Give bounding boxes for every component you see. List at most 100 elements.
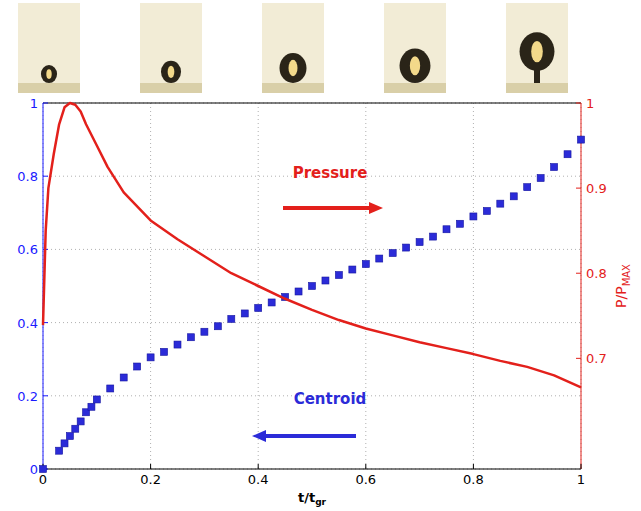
y2-axis-title: P/PMAX — [613, 264, 632, 308]
y-tick-label: 0 — [30, 462, 38, 477]
line — [43, 103, 581, 387]
x-tick — [150, 464, 151, 469]
y2-tick-label: 0.8 — [586, 266, 607, 281]
point — [551, 164, 558, 171]
point — [362, 261, 369, 268]
y-tick-label: 0.2 — [17, 389, 38, 404]
x-tick — [473, 464, 474, 469]
bubble-photo — [384, 3, 446, 93]
bubble-photo — [506, 3, 568, 93]
bubble — [280, 53, 307, 83]
series-label: Pressure — [293, 164, 368, 182]
x-tick-label: 0 — [39, 472, 47, 487]
point — [66, 433, 73, 440]
point — [228, 315, 235, 322]
photo-ground — [506, 83, 568, 93]
grid-line — [43, 469, 581, 470]
bubble-neck — [534, 69, 540, 83]
y2-tick-label: 0.7 — [586, 351, 607, 366]
point — [578, 136, 585, 143]
photo-ground — [262, 83, 324, 93]
point — [295, 288, 302, 295]
point — [214, 323, 221, 330]
point — [147, 354, 154, 361]
y2-axis-title-sub: MAX — [621, 264, 632, 286]
y-tick — [43, 395, 48, 396]
plot-area — [40, 103, 585, 473]
bubble-photo — [18, 3, 80, 93]
point — [335, 272, 342, 279]
point — [77, 418, 84, 425]
grid-line — [43, 322, 581, 323]
y2-tick-label: 0.9 — [586, 181, 607, 196]
point — [416, 239, 423, 246]
bubble — [41, 65, 57, 83]
photo-frame — [384, 3, 446, 93]
x-tick — [258, 464, 259, 469]
point — [470, 213, 477, 220]
point — [524, 184, 531, 191]
x-axis-title: t/tgr — [298, 490, 327, 507]
x-tick-label: 0.4 — [248, 472, 269, 487]
y-tick-label: 0.4 — [17, 316, 38, 331]
point — [349, 266, 356, 273]
bubble-highlight — [289, 60, 298, 77]
point — [537, 175, 544, 182]
point — [430, 233, 437, 240]
x-axis-title-sub: gr — [315, 497, 326, 507]
y-tick-label: 0.6 — [17, 242, 38, 257]
bubble-highlight — [168, 66, 175, 78]
x-tick-label: 1 — [577, 472, 585, 487]
point — [174, 341, 181, 348]
point — [134, 363, 141, 370]
photo-frame — [18, 3, 80, 93]
point — [376, 255, 383, 262]
y-tick-label: 1 — [30, 96, 38, 111]
grid-line — [43, 103, 581, 104]
point — [88, 403, 95, 410]
grid-line — [365, 103, 366, 469]
grid-line — [43, 249, 581, 250]
point — [510, 193, 517, 200]
y2-tick — [576, 273, 581, 274]
point — [456, 220, 463, 227]
point — [483, 207, 490, 214]
bubble-highlight — [410, 56, 420, 75]
bubble-photo — [262, 3, 324, 93]
bubble — [520, 32, 555, 71]
x-tick-label: 0.2 — [140, 472, 161, 487]
point — [56, 447, 63, 454]
point — [107, 385, 114, 392]
point — [309, 283, 316, 290]
y2-tick — [576, 103, 581, 104]
photo-ground — [18, 83, 80, 93]
x-tick-label: 0.8 — [463, 472, 484, 487]
bubble-highlight — [531, 41, 543, 62]
point — [255, 304, 262, 311]
y-tick-label: 0.8 — [17, 169, 38, 184]
arrow — [252, 430, 356, 442]
point — [120, 374, 127, 381]
series-label: Centroid — [294, 390, 367, 408]
y2-tick-label: 1 — [586, 96, 594, 111]
y-tick — [43, 176, 48, 177]
arrow — [283, 202, 383, 214]
grid-line — [150, 103, 151, 469]
bubble — [161, 61, 181, 83]
photo-ground — [140, 83, 202, 93]
photo-ground — [384, 83, 446, 93]
point — [268, 299, 275, 306]
point — [403, 244, 410, 251]
point — [201, 328, 208, 335]
frame-top — [43, 103, 581, 104]
x-tick — [365, 464, 366, 469]
point — [93, 396, 100, 403]
grid-line — [581, 103, 582, 469]
point — [241, 310, 248, 317]
point — [389, 250, 396, 257]
bubble-photo — [140, 3, 202, 93]
y2-axis — [581, 103, 582, 469]
y2-tick — [576, 358, 581, 359]
photo-frame — [506, 3, 568, 93]
x-tick-label: 0.6 — [355, 472, 376, 487]
